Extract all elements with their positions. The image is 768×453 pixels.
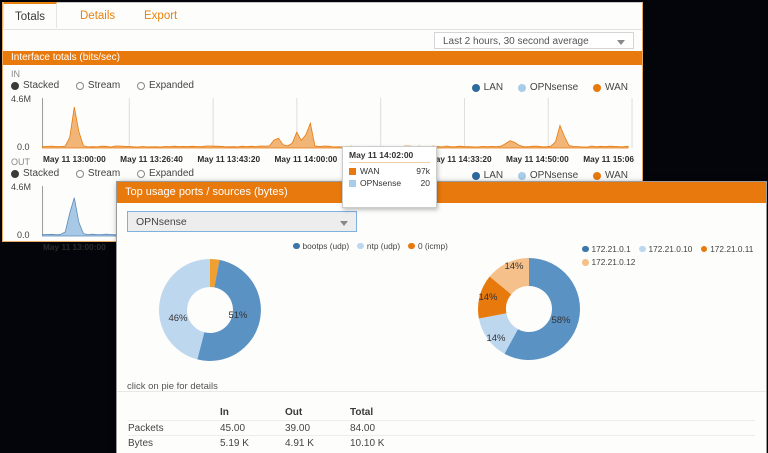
svg-text:14%: 14% xyxy=(486,333,506,344)
svg-text:14%: 14% xyxy=(478,292,498,303)
svg-text:14%: 14% xyxy=(504,261,524,272)
svg-text:51%: 51% xyxy=(228,310,248,321)
svg-text:58%: 58% xyxy=(551,315,571,326)
svg-text:46%: 46% xyxy=(168,313,188,324)
